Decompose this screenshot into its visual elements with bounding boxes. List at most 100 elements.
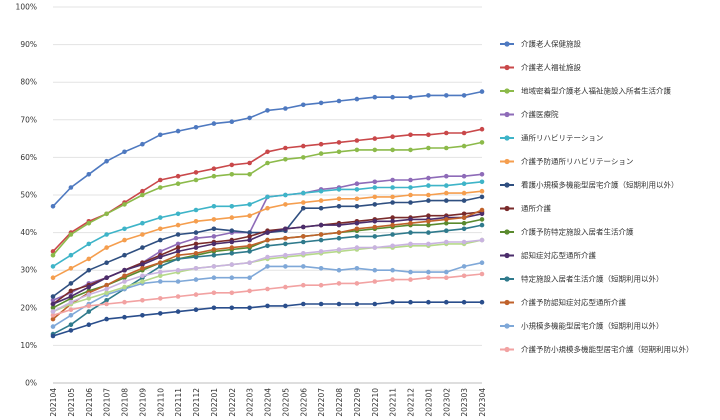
- data-point: [372, 219, 378, 224]
- data-point: [229, 204, 235, 209]
- series-0: [50, 89, 485, 209]
- data-point: [408, 217, 413, 222]
- data-point: [193, 292, 199, 297]
- data-point: [68, 307, 74, 313]
- data-point: [265, 264, 270, 269]
- legend-item[interactable]: 特定施設入居者生活介護（短期利用以外）: [500, 274, 664, 284]
- data-point: [229, 251, 235, 256]
- legend-item[interactable]: 認知症対応型通所介護: [500, 250, 596, 260]
- legend-item[interactable]: 通所介護: [500, 203, 551, 213]
- data-point: [390, 232, 395, 237]
- legend-label: 地域密着型介護老人福祉施設入所者生活介護: [521, 86, 671, 96]
- data-point: [175, 294, 181, 299]
- data-point: [336, 222, 342, 228]
- data-point: [318, 237, 324, 243]
- data-point: [211, 241, 217, 247]
- data-point: [175, 309, 181, 314]
- data-point: [479, 207, 485, 213]
- x-tick-label: 202211: [389, 388, 398, 417]
- legend-label: 介護予防特定施設入居者生活介護: [521, 227, 634, 237]
- data-point: [175, 249, 181, 254]
- x-tick-label: 202110: [156, 388, 165, 417]
- data-point: [122, 273, 127, 279]
- x-tick-label: 202202: [228, 388, 237, 417]
- data-point: [247, 234, 252, 239]
- data-point: [122, 226, 127, 232]
- legend-item[interactable]: 通所リハビリテーション: [500, 133, 603, 143]
- data-point: [86, 220, 92, 226]
- data-point: [211, 234, 217, 239]
- data-point: [479, 89, 485, 94]
- data-point: [104, 275, 109, 281]
- x-tick-label: 202304: [478, 388, 487, 417]
- x-tick-label: 202301: [424, 388, 433, 417]
- data-point: [336, 267, 342, 273]
- data-point: [354, 245, 360, 250]
- data-point: [140, 188, 145, 194]
- y-axis: 0% 10% 20% 30% 40% 50% 60% 70% 80% 90% 100%: [16, 3, 37, 388]
- legend-item[interactable]: 介護医療院: [500, 109, 559, 119]
- data-point: [86, 267, 92, 273]
- data-point: [193, 277, 199, 282]
- legend-item[interactable]: 看護小規模多機能型居宅介護（短期利用以外）: [500, 180, 679, 190]
- data-point: [461, 190, 467, 196]
- data-point: [265, 205, 270, 211]
- data-point: [265, 286, 270, 292]
- legend-item[interactable]: 介護予防小規模多機能型居宅介護（短期利用以外）: [500, 344, 694, 354]
- data-point: [193, 235, 199, 241]
- data-point: [390, 267, 395, 273]
- data-point: [229, 215, 235, 220]
- data-point: [50, 252, 56, 258]
- data-point: [354, 234, 360, 239]
- data-point: [283, 241, 288, 247]
- legend-item[interactable]: 介護老人保健施設: [500, 39, 581, 49]
- data-point: [175, 222, 181, 228]
- data-point: [354, 266, 360, 271]
- legend-label: 通所リハビリテーション: [521, 133, 603, 143]
- data-point: [354, 96, 360, 102]
- legend-swatch-marker: [504, 205, 510, 212]
- data-point: [408, 230, 413, 235]
- series-line: [52, 239, 483, 313]
- data-point: [354, 226, 360, 232]
- data-point: [318, 232, 324, 237]
- legend-item[interactable]: 小規模多機能型居宅介護（短期利用以外）: [500, 321, 664, 331]
- legend-item[interactable]: 介護予防通所リハビリテーション: [500, 156, 633, 166]
- data-point: [158, 249, 163, 254]
- data-point: [408, 299, 413, 305]
- data-point: [372, 267, 378, 273]
- series-lines: [50, 89, 485, 339]
- legend-label: 介護老人保健施設: [521, 39, 581, 49]
- legend-swatch-marker: [504, 276, 510, 282]
- data-point: [229, 275, 235, 281]
- legend-item[interactable]: 介護予防特定施設入居者生活介護: [500, 227, 634, 237]
- data-point: [318, 266, 324, 271]
- data-point: [426, 198, 431, 203]
- data-point: [461, 239, 467, 245]
- data-point: [444, 130, 449, 136]
- data-point: [479, 140, 485, 145]
- legend-label: 介護医療院: [521, 109, 559, 119]
- data-point: [122, 267, 127, 273]
- data-point: [301, 102, 306, 108]
- data-point: [372, 234, 378, 239]
- legend-item[interactable]: 介護老人福祉施設: [500, 62, 581, 72]
- data-point: [372, 136, 378, 141]
- data-point: [461, 143, 467, 149]
- data-point: [193, 125, 199, 130]
- legend-item[interactable]: 介護予防認知症対応型通所介護: [500, 297, 626, 307]
- data-point: [444, 239, 449, 245]
- data-point: [193, 230, 199, 235]
- legend-item[interactable]: 地域密着型介護老人福祉施設入所者生活介護: [500, 86, 671, 96]
- x-tick-label: 202107: [103, 388, 112, 417]
- data-point: [50, 204, 56, 209]
- data-point: [318, 249, 324, 254]
- data-point: [283, 264, 288, 269]
- x-tick-label: 202303: [460, 388, 469, 417]
- data-point: [247, 172, 252, 177]
- data-point: [265, 149, 270, 155]
- data-point: [68, 252, 74, 258]
- data-point: [86, 172, 92, 177]
- data-point: [301, 282, 306, 288]
- data-point: [479, 299, 485, 305]
